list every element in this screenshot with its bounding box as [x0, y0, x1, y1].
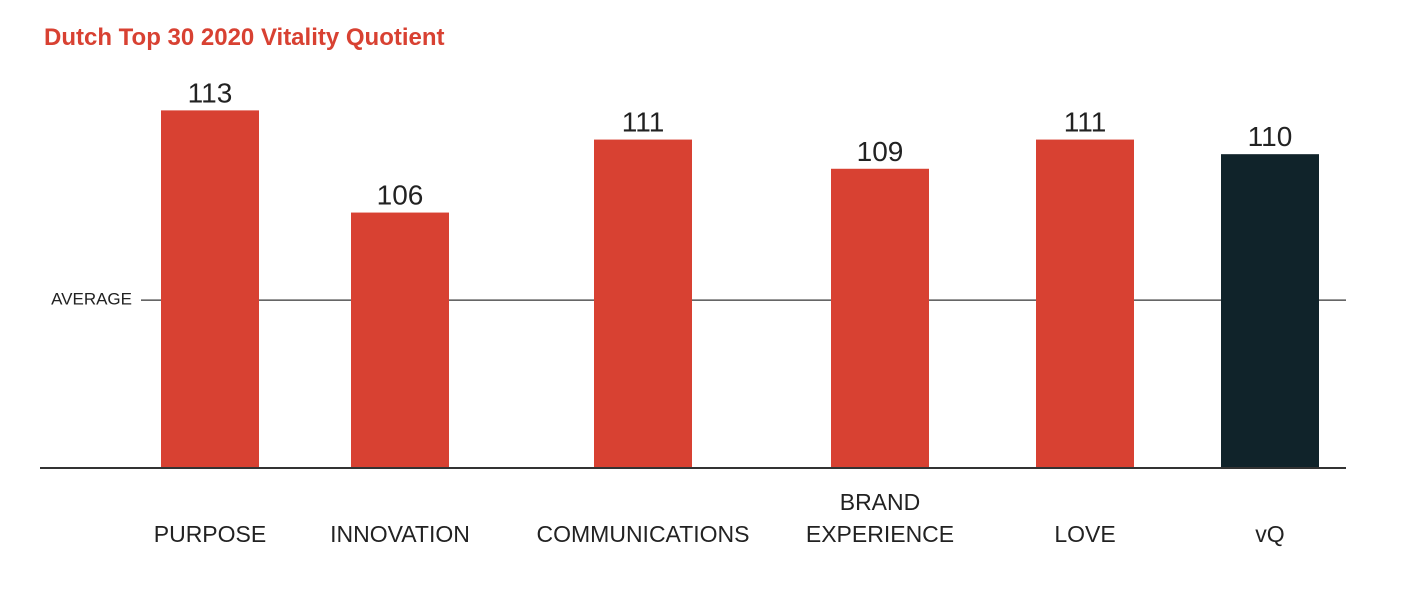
bar	[1221, 154, 1319, 468]
value-label: 113	[188, 77, 233, 108]
value-label: 111	[1064, 107, 1107, 138]
x-tick-label: vQ	[1255, 521, 1285, 547]
x-tick-label: BRAND EXPERIENCE	[805, 489, 955, 547]
bar	[161, 110, 259, 469]
value-label: 106	[377, 180, 424, 211]
chart-title: Dutch Top 30 2020 Vitality Quotient	[44, 24, 445, 51]
x-tick-label: LOVE	[1054, 521, 1116, 547]
x-tick-label: INNOVATION	[330, 521, 470, 547]
x-tick-label: PURPOSE	[153, 521, 267, 547]
bar	[1036, 139, 1134, 468]
bar	[831, 168, 929, 469]
value-label: 109	[857, 136, 904, 167]
bar	[351, 212, 449, 468]
value-label: 110	[1248, 121, 1293, 152]
x-tick-label: COMMUNICATIONS	[536, 521, 750, 547]
reference-label: AVERAGE	[51, 290, 132, 309]
bar	[594, 139, 692, 468]
value-label: 111	[622, 107, 665, 138]
